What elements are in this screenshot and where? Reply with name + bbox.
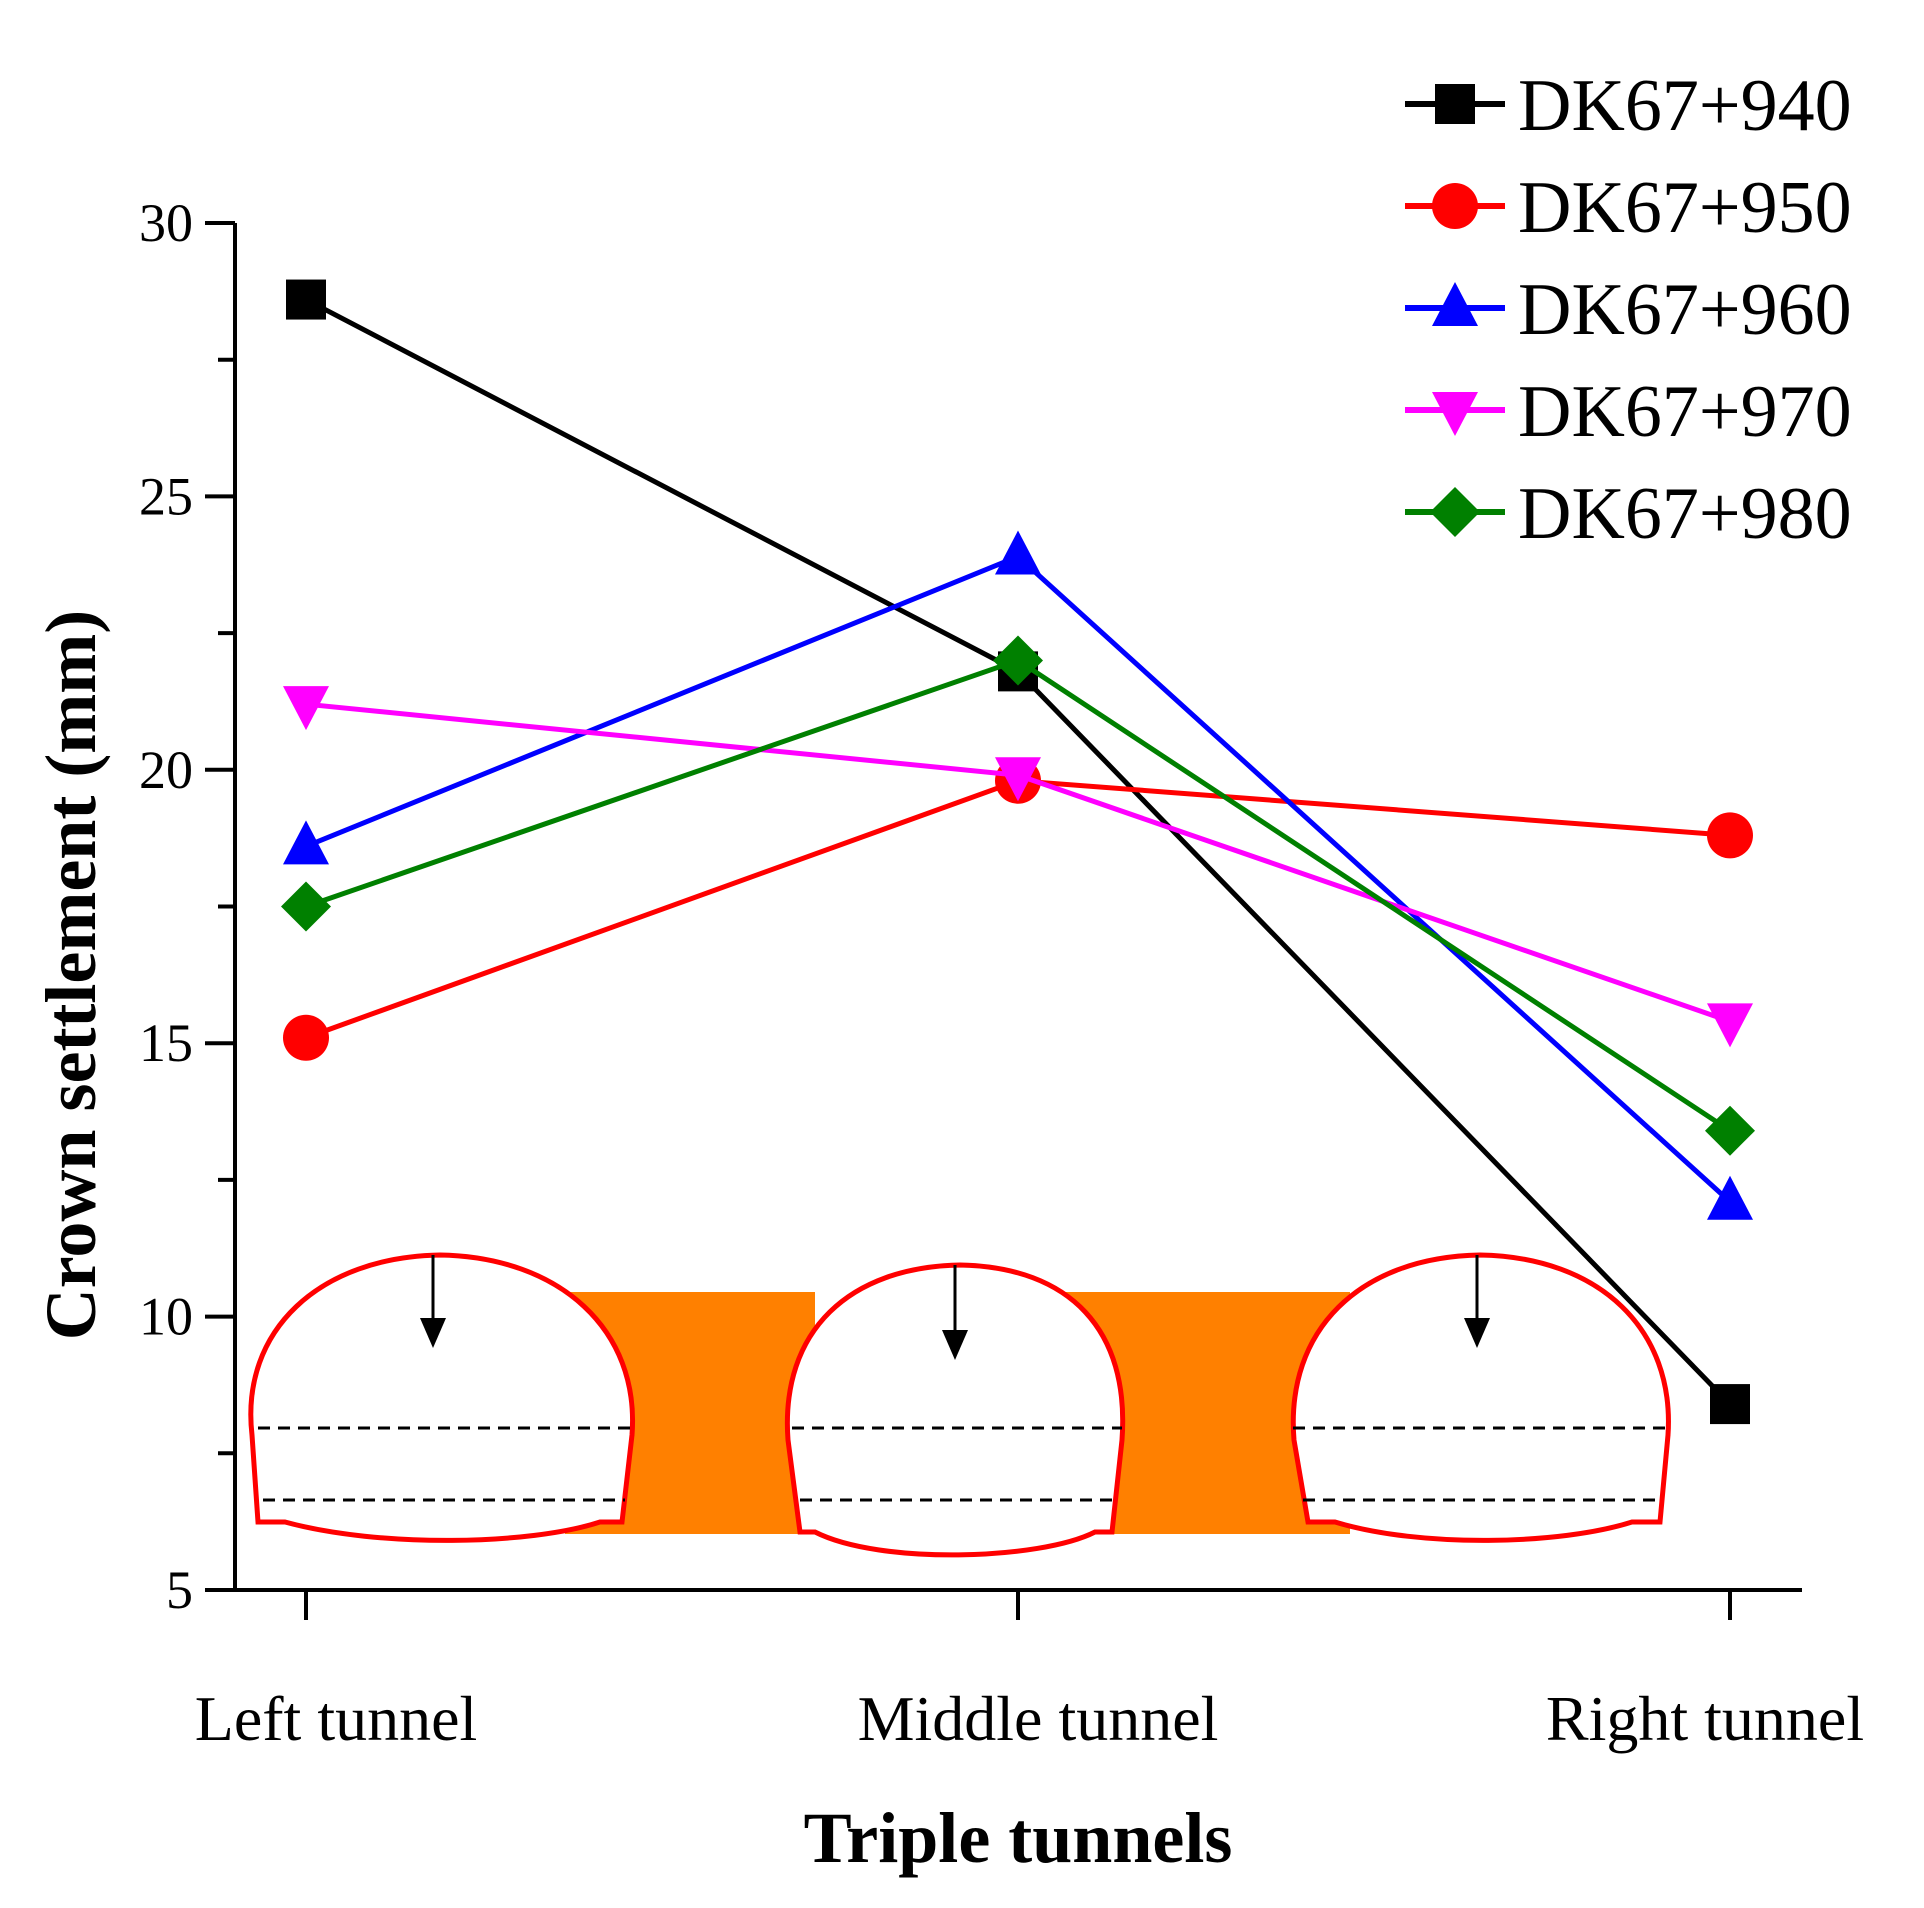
legend-marker xyxy=(1432,282,1478,326)
y-tick-label: 5 xyxy=(166,1560,193,1620)
axes: 5 10 15 20 25 30 Left tunnel Middle tunnel Righ… xyxy=(139,193,1864,1754)
data-point-marker xyxy=(283,820,329,865)
series-dk67-960 xyxy=(283,530,1753,1220)
middle-tunnel-outline xyxy=(784,1262,1126,1558)
data-point-marker xyxy=(1710,1384,1750,1425)
legend-marker xyxy=(1432,392,1478,436)
data-point-marker xyxy=(283,1014,329,1061)
data-point-marker xyxy=(286,279,326,320)
right-tunnel-outline xyxy=(1290,1252,1671,1543)
series-dk67-950 xyxy=(283,757,1753,1061)
y-tick-label: 10 xyxy=(139,1287,193,1347)
legend-label: DK67+950 xyxy=(1518,167,1852,249)
legend-label: DK67+980 xyxy=(1518,473,1852,555)
x-category-label: Right tunnel xyxy=(1546,1683,1864,1754)
x-category-label: Middle tunnel xyxy=(858,1683,1219,1754)
y-axis-ticks: 5 10 15 20 25 30 xyxy=(139,193,235,1620)
legend: DK67+940 DK67+950 DK67+960 DK67+970 DK67+980 xyxy=(1405,65,1852,555)
x-category-label: Left tunnel xyxy=(195,1683,478,1754)
left-settlement-arrow-icon xyxy=(420,1318,446,1348)
legend-item: DK67+940 xyxy=(1405,65,1852,147)
data-point-marker xyxy=(995,530,1041,575)
data-point-marker xyxy=(995,757,1041,802)
middle-settlement-arrow-icon xyxy=(942,1330,968,1360)
right-tunnel-section xyxy=(1290,1252,1671,1543)
y-axis-title: Crown settlement (mm) xyxy=(31,610,111,1340)
data-point-marker xyxy=(993,635,1043,686)
data-point-marker xyxy=(1705,1105,1755,1156)
data-point-marker xyxy=(1707,1175,1753,1220)
legend-label: DK67+960 xyxy=(1518,269,1852,351)
series-line xyxy=(304,297,1732,1406)
legend-item: DK67+960 xyxy=(1405,269,1852,351)
data-point-marker xyxy=(1707,1003,1753,1048)
legend-label: DK67+970 xyxy=(1518,371,1852,453)
left-tunnel-outline xyxy=(248,1252,636,1543)
x-axis-title: Triple tunnels xyxy=(804,1798,1233,1878)
middle-tunnel-section xyxy=(784,1262,1126,1558)
series-dk67-970 xyxy=(283,686,1753,1048)
legend-item: DK67+970 xyxy=(1405,371,1852,453)
legend-marker xyxy=(1432,183,1478,229)
legend-label: DK67+940 xyxy=(1518,65,1852,147)
legend-marker xyxy=(1435,84,1475,124)
legend-item: DK67+950 xyxy=(1405,167,1852,249)
y-tick-label: 25 xyxy=(139,466,193,526)
series-dk67-980 xyxy=(281,635,1755,1156)
data-point-marker xyxy=(1707,812,1753,859)
y-tick-label: 20 xyxy=(139,740,193,800)
tunnel-diagram xyxy=(248,1252,1671,1558)
y-tick-label: 15 xyxy=(139,1013,193,1073)
data-point-marker xyxy=(283,686,329,731)
data-point-marker xyxy=(281,881,331,932)
legend-marker xyxy=(1430,487,1480,537)
legend-item: DK67+980 xyxy=(1405,473,1852,555)
y-tick-label: 30 xyxy=(139,193,193,253)
right-settlement-arrow-icon xyxy=(1464,1318,1490,1348)
x-axis-ticks: Left tunnel Middle tunnel Right tunnel xyxy=(195,1590,1864,1754)
series-line xyxy=(305,657,1732,1133)
series-line xyxy=(305,778,1731,1041)
left-tunnel-section xyxy=(248,1252,636,1543)
series-line xyxy=(305,701,1731,1024)
series-layer xyxy=(281,279,1755,1425)
